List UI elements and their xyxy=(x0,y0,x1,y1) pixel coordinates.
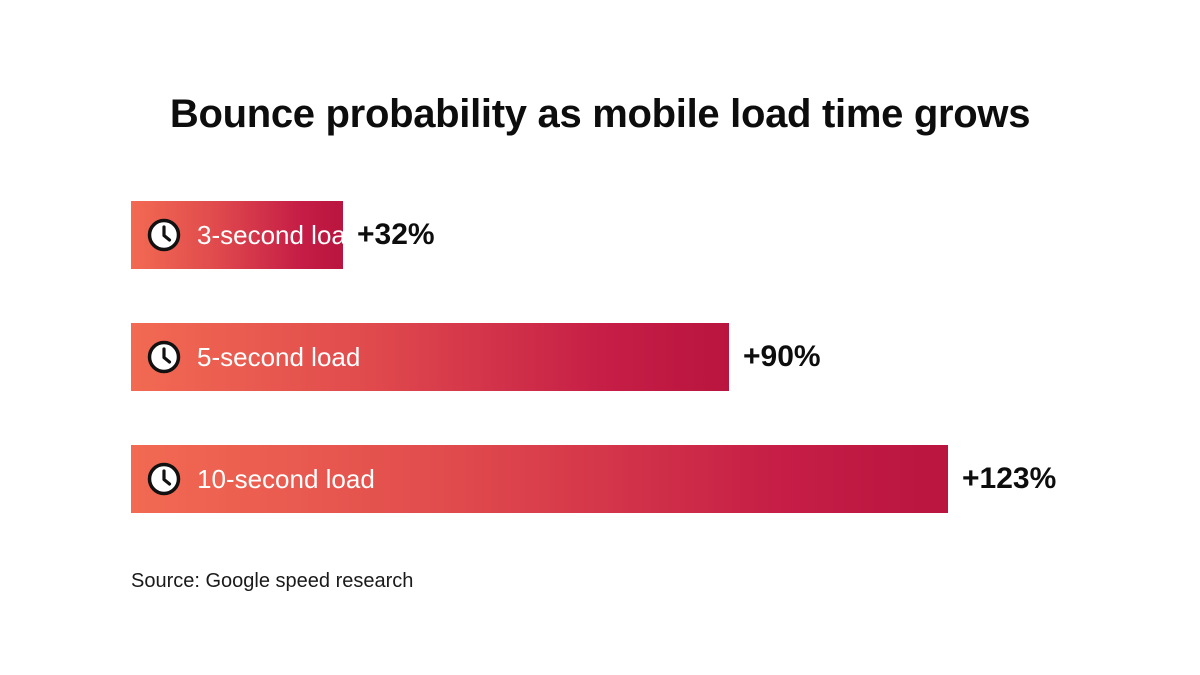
bar-value-label: +123% xyxy=(962,462,1057,495)
clock-icon xyxy=(147,218,181,252)
bar-1: 3-second load xyxy=(131,201,360,269)
bar-3: 10-second load xyxy=(131,445,948,513)
source-note: Source: Google speed research xyxy=(131,570,414,592)
bar-2: 5-second load xyxy=(131,323,729,391)
clock-icon xyxy=(147,462,181,496)
chart-title: Bounce probability as mobile load time g… xyxy=(169,92,1031,136)
bar-label: 3-second load xyxy=(197,220,361,250)
bar-label: 10-second load xyxy=(197,464,375,494)
bar-label: 5-second load xyxy=(197,342,361,372)
bar-value-label: +32% xyxy=(357,218,435,251)
bar-value-label: +90% xyxy=(743,340,821,373)
clock-icon xyxy=(147,340,181,374)
